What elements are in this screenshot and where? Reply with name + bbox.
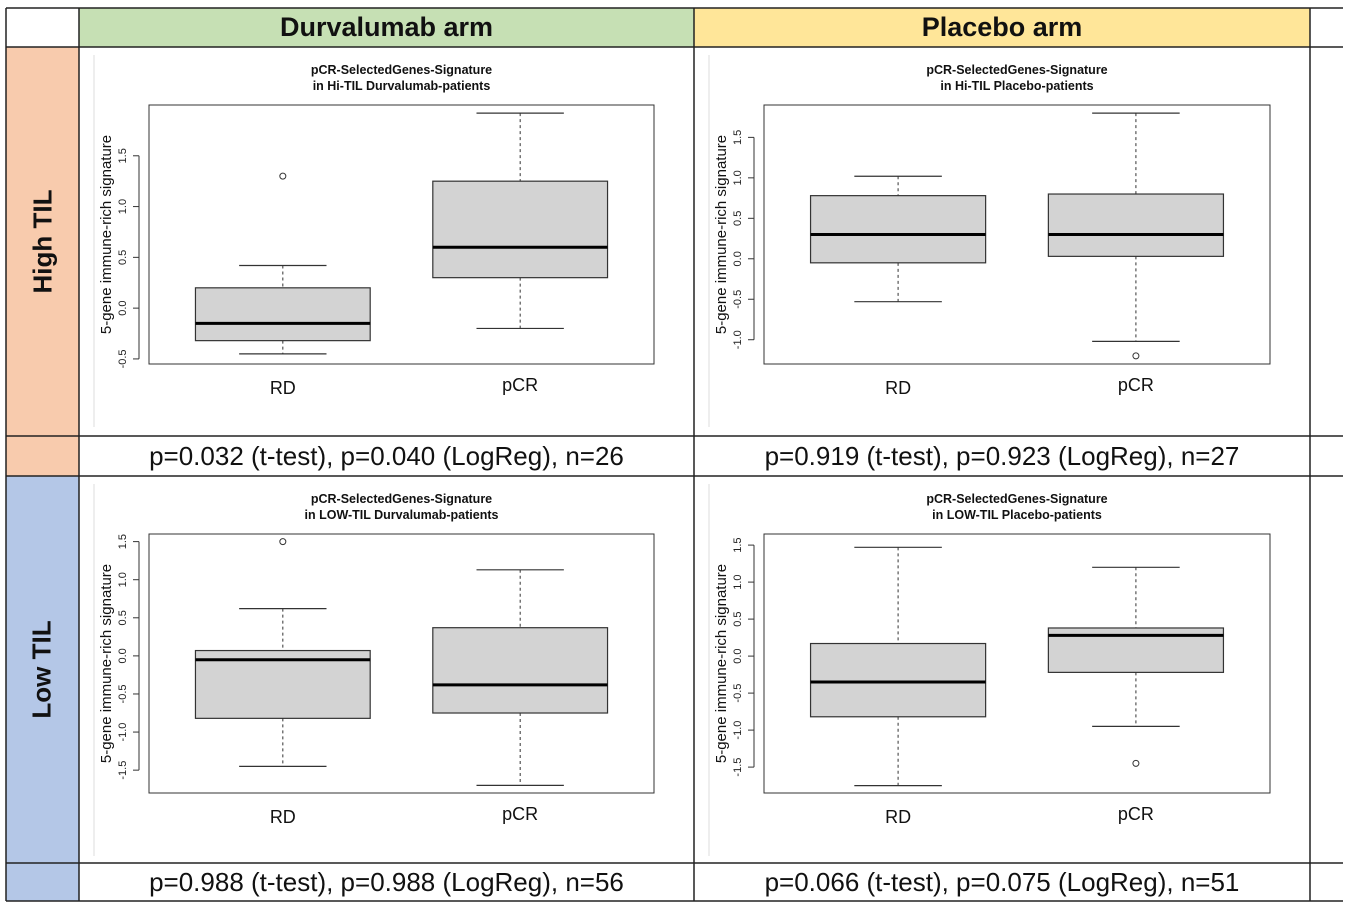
- chart-low-til-placebo: pCR-SelectedGenes-Signature in LOW-TIL Pl…: [708, 484, 1271, 856]
- durvalumab-arm-header: Durvalumab arm: [79, 8, 694, 47]
- y-tick-label: 0.5: [732, 211, 744, 226]
- outlier-point: [279, 172, 287, 180]
- outlier-point: [1132, 759, 1140, 767]
- y-tick-label: -1.5: [732, 758, 744, 777]
- chart-low-til-durvalumab: pCR-SelectedGenes-Signature in LOW-TIL Du…: [93, 484, 655, 856]
- y-tick-label: 0.5: [732, 611, 744, 626]
- placebo-arm-title: Placebo arm: [921, 12, 1083, 42]
- x-category-label-pcr: pCR: [502, 375, 538, 395]
- y-tick-label: -0.5: [732, 290, 744, 309]
- placebo-arm-header: Placebo arm: [694, 8, 1310, 47]
- box-pcr: [432, 112, 609, 330]
- pvalue-high-placebo: p=0.919 (t-test), p=0.923 (LogReg), n=27: [764, 440, 1240, 471]
- plot-frame: [148, 104, 655, 365]
- high-til-row-label: High TIL: [6, 47, 79, 436]
- y-tick-label: -1.0: [732, 330, 744, 349]
- plot-frame: [763, 104, 1271, 365]
- chart-title-line-1: pCR-SelectedGenes-Signature: [926, 63, 1107, 77]
- x-category-label-rd: RD: [270, 378, 296, 398]
- y-tick-label: 0.0: [732, 251, 744, 266]
- chart-high-til-durvalumab: pCR-SelectedGenes-Signature in Hi-TIL Dur…: [93, 55, 655, 427]
- x-category-label-rd: RD: [270, 807, 296, 827]
- chart-title-line-1: pCR-SelectedGenes-Signature: [311, 492, 492, 506]
- x-category-label-pcr: pCR: [502, 804, 538, 824]
- durvalumab-arm-title: Durvalumab arm: [279, 12, 494, 42]
- y-tick-label: 1.5: [117, 534, 129, 549]
- y-axis-label: 5-gene immune-rich signature: [98, 564, 115, 763]
- y-tick-label: 0.5: [117, 250, 129, 265]
- x-category-label-pcr: pCR: [1118, 375, 1154, 395]
- y-tick-label: 0.0: [732, 648, 744, 663]
- box-rd: [809, 175, 987, 303]
- pvalue-low-placebo: p=0.066 (t-test), p=0.075 (LogReg), n=51: [764, 866, 1240, 897]
- box-iqr: [809, 195, 987, 264]
- box-pcr: [1047, 112, 1225, 360]
- chart-high-til-placebo: pCR-SelectedGenes-Signature in Hi-TIL Pla…: [708, 55, 1271, 427]
- chart-title-line-1: pCR-SelectedGenes-Signature: [926, 492, 1107, 506]
- box-rd: [809, 546, 987, 787]
- high-til-pvalue-label-cell: [6, 436, 79, 476]
- outlier-point: [1132, 352, 1140, 360]
- pvalue-low-durvalumab: p=0.988 (t-test), p=0.988 (LogReg), n=56: [149, 866, 624, 897]
- plot-frame: [763, 533, 1271, 794]
- y-tick-label: 1.0: [117, 199, 129, 214]
- chart-title-line-2: in LOW-TIL Placebo-patients: [932, 508, 1102, 522]
- chart-title-line-1: pCR-SelectedGenes-Signature: [311, 63, 492, 77]
- y-tick-label: -1.0: [732, 721, 744, 740]
- outlier-point: [279, 538, 287, 546]
- chart-title-line-2: in Hi-TIL Durvalumab-patients: [313, 79, 491, 93]
- y-tick-label: 1.0: [732, 574, 744, 589]
- y-tick-label: -1.0: [117, 723, 129, 742]
- plot-frame: [148, 533, 655, 794]
- y-tick-label: -0.5: [732, 684, 744, 703]
- box-iqr: [432, 627, 609, 714]
- y-tick-label: 1.0: [117, 572, 129, 587]
- pvalue-high-durvalumab: p=0.032 (t-test), p=0.040 (LogReg), n=26: [149, 440, 624, 471]
- y-tick-label: 1.5: [117, 148, 129, 163]
- y-tick-label: 0.0: [117, 300, 129, 315]
- y-tick-label: 1.0: [732, 170, 744, 185]
- box-iqr: [432, 180, 609, 279]
- box-iqr: [809, 642, 987, 718]
- y-tick-label: 1.5: [732, 130, 744, 145]
- y-axis-label: 5-gene immune-rich signature: [713, 135, 730, 334]
- y-tick-label: -0.5: [117, 684, 129, 703]
- box-pcr: [1047, 566, 1225, 767]
- y-axis-label: 5-gene immune-rich signature: [98, 135, 115, 334]
- x-category-label-rd: RD: [885, 807, 911, 827]
- y-axis-label: 5-gene immune-rich signature: [713, 564, 730, 763]
- chart-title-line-2: in LOW-TIL Durvalumab-patients: [305, 508, 499, 522]
- chart-title-line-2: in Hi-TIL Placebo-patients: [940, 79, 1093, 93]
- box-rd: [194, 172, 371, 355]
- y-tick-label: -0.5: [117, 349, 129, 368]
- box-iqr: [194, 287, 371, 342]
- x-category-label-pcr: pCR: [1118, 804, 1154, 824]
- box-iqr: [194, 649, 371, 719]
- box-rd: [194, 538, 371, 767]
- low-til-pvalue-label-cell: [6, 863, 79, 901]
- box-iqr: [1047, 193, 1225, 257]
- y-tick-label: 0.0: [117, 648, 129, 663]
- x-category-label-rd: RD: [885, 378, 911, 398]
- y-tick-label: 0.5: [117, 610, 129, 625]
- y-tick-label: -1.5: [117, 761, 129, 780]
- low-til-row-label: Low TIL: [6, 476, 79, 863]
- box-pcr: [432, 569, 609, 786]
- y-tick-label: 1.5: [732, 537, 744, 552]
